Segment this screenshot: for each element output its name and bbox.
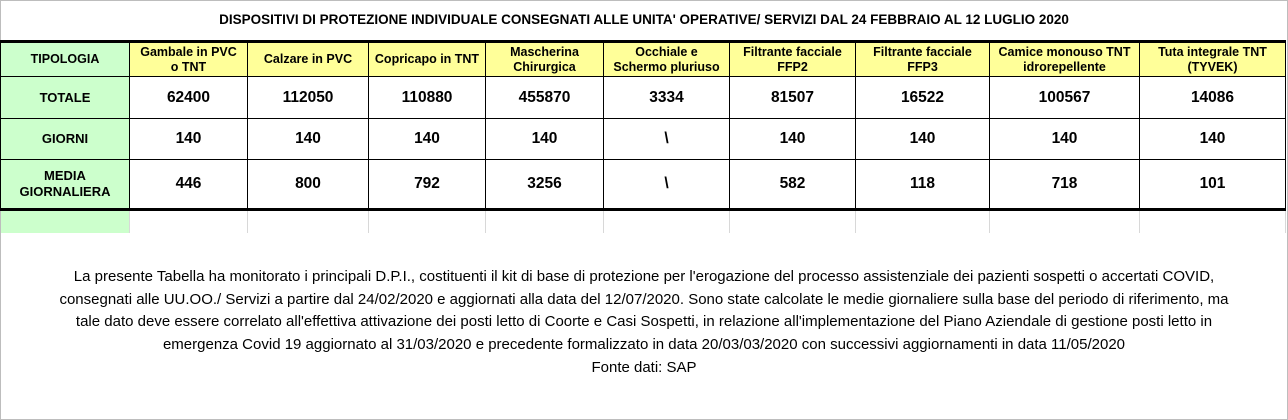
cell-text: Calzare in PVC bbox=[263, 52, 353, 66]
header-cell: Filtrante facciale FFP2 bbox=[729, 40, 856, 77]
footnote-line: tale dato deve essere correlato all'effe… bbox=[75, 313, 1213, 331]
cell-text: Filtrante facciale bbox=[743, 44, 842, 59]
empty-cell bbox=[989, 209, 1140, 233]
empty-cell bbox=[247, 209, 369, 233]
table-cell: 455870 bbox=[485, 76, 604, 119]
footnote-line: consegnati alle UU.OO./ Servizi a partir… bbox=[59, 290, 1229, 308]
header-cell: Camice monouso TNT idrorepellente bbox=[989, 40, 1140, 77]
table-cell: 110880 bbox=[368, 76, 486, 119]
footnote: La presente Tabella ha monitorato i prin… bbox=[0, 266, 1288, 380]
cell-text: Gambale in PVC bbox=[140, 44, 237, 59]
header-cell: Mascherina Chirurgica bbox=[485, 40, 604, 77]
table-cell: 16522 bbox=[855, 76, 990, 119]
cell-text: MEDIA bbox=[44, 168, 86, 183]
table-cell: 3334 bbox=[603, 76, 730, 119]
table-cell: 100567 bbox=[989, 76, 1140, 119]
table-cell: 800 bbox=[247, 159, 369, 211]
table-cell: \ bbox=[603, 118, 730, 160]
empty-cell bbox=[855, 209, 990, 233]
table-cell: 62400 bbox=[129, 76, 248, 119]
empty-cell bbox=[129, 209, 248, 233]
row-label: MEDIA GIORNALIERA bbox=[0, 159, 130, 211]
table-cell: 3256 bbox=[485, 159, 604, 211]
table-cell: 718 bbox=[989, 159, 1140, 211]
cell-text: Schermo pluriuso bbox=[613, 59, 720, 74]
table-cell: 140 bbox=[368, 118, 486, 160]
table-row: MEDIA GIORNALIERA 446 800 792 3256 \ 582 118 718 1… bbox=[0, 159, 1286, 211]
header-cell: Copricapo in TNT bbox=[368, 40, 486, 77]
page-title: DISPOSITIVI DI PROTEZIONE INDIVIDUALE CO… bbox=[219, 12, 1069, 27]
table-cell: 140 bbox=[1139, 118, 1286, 160]
footnote-line: La presente Tabella ha monitorato i prin… bbox=[73, 268, 1215, 285]
row-label: GIORNI bbox=[0, 118, 130, 160]
empty-cell bbox=[603, 209, 730, 233]
table-cell: 112050 bbox=[247, 76, 369, 119]
cell-text: Mascherina bbox=[510, 44, 579, 59]
table-cell: 582 bbox=[729, 159, 856, 211]
header-row: TIPOLOGIA Gambale in PVC o TNT Calzare in P… bbox=[0, 40, 1286, 77]
table-cell: 140 bbox=[989, 118, 1140, 160]
header-cell: Filtrante facciale FFP3 bbox=[855, 40, 990, 77]
dpi-table: TIPOLOGIA Gambale in PVC o TNT Calzare in P… bbox=[0, 40, 1286, 233]
table-row: TOTALE 62400 112050 110880 455870 3334 81507 16… bbox=[0, 76, 1286, 119]
empty-row bbox=[0, 209, 1286, 233]
cell-text: Tuta integrale TNT bbox=[1158, 44, 1267, 59]
footnote-line: emergenza Covid 19 aggiornato al 31/03/2… bbox=[162, 336, 1126, 354]
header-cell: Gambale in PVC o TNT bbox=[129, 40, 248, 77]
cell-text: FFP2 bbox=[777, 59, 808, 74]
table-cell: 101 bbox=[1139, 159, 1286, 211]
table-cell: 792 bbox=[368, 159, 486, 211]
cell-text: idrorepellente bbox=[1023, 59, 1106, 74]
cell-text: GIORNI bbox=[41, 131, 89, 146]
table-cell: \ bbox=[603, 159, 730, 211]
cell-text: o TNT bbox=[170, 59, 207, 74]
empty-cell bbox=[729, 209, 856, 233]
table-cell: 140 bbox=[485, 118, 604, 160]
cell-text: Filtrante facciale bbox=[873, 44, 972, 59]
header-cell: Occhiale e Schermo pluriuso bbox=[603, 40, 730, 77]
cell-text: Occhiale e bbox=[635, 44, 698, 59]
header-cell: Tuta integrale TNT (TYVEK) bbox=[1139, 40, 1286, 77]
cell-text: (TYVEK) bbox=[1187, 59, 1238, 74]
table-cell: 446 bbox=[129, 159, 248, 211]
header-cell: Calzare in PVC bbox=[247, 40, 369, 77]
table-cell: 81507 bbox=[729, 76, 856, 119]
cell-text: Chirurgica bbox=[513, 59, 576, 74]
table-cell: 140 bbox=[129, 118, 248, 160]
row-label: TOTALE bbox=[0, 76, 130, 119]
empty-cell bbox=[0, 209, 130, 233]
header-cell-tipologia: TIPOLOGIA bbox=[0, 40, 130, 77]
cell-text: TOTALE bbox=[39, 89, 91, 105]
empty-cell bbox=[485, 209, 604, 233]
footnote-line: Fonte dati: SAP bbox=[591, 358, 697, 376]
table-cell: 140 bbox=[247, 118, 369, 160]
cell-text: Copricapo in TNT bbox=[374, 52, 480, 66]
cell-text: FFP3 bbox=[907, 59, 938, 74]
table-row: GIORNI 140 140 140 140 \ 140 140 140 140 bbox=[0, 118, 1286, 160]
table-cell: 140 bbox=[855, 118, 990, 160]
empty-cell bbox=[368, 209, 486, 233]
cell-text: Camice monouso TNT bbox=[998, 44, 1131, 59]
empty-cell bbox=[1139, 209, 1286, 233]
table-cell: 118 bbox=[855, 159, 990, 211]
table-cell: 140 bbox=[729, 118, 856, 160]
cell-text: GIORNALIERA bbox=[19, 184, 111, 199]
table-cell: 14086 bbox=[1139, 76, 1286, 119]
